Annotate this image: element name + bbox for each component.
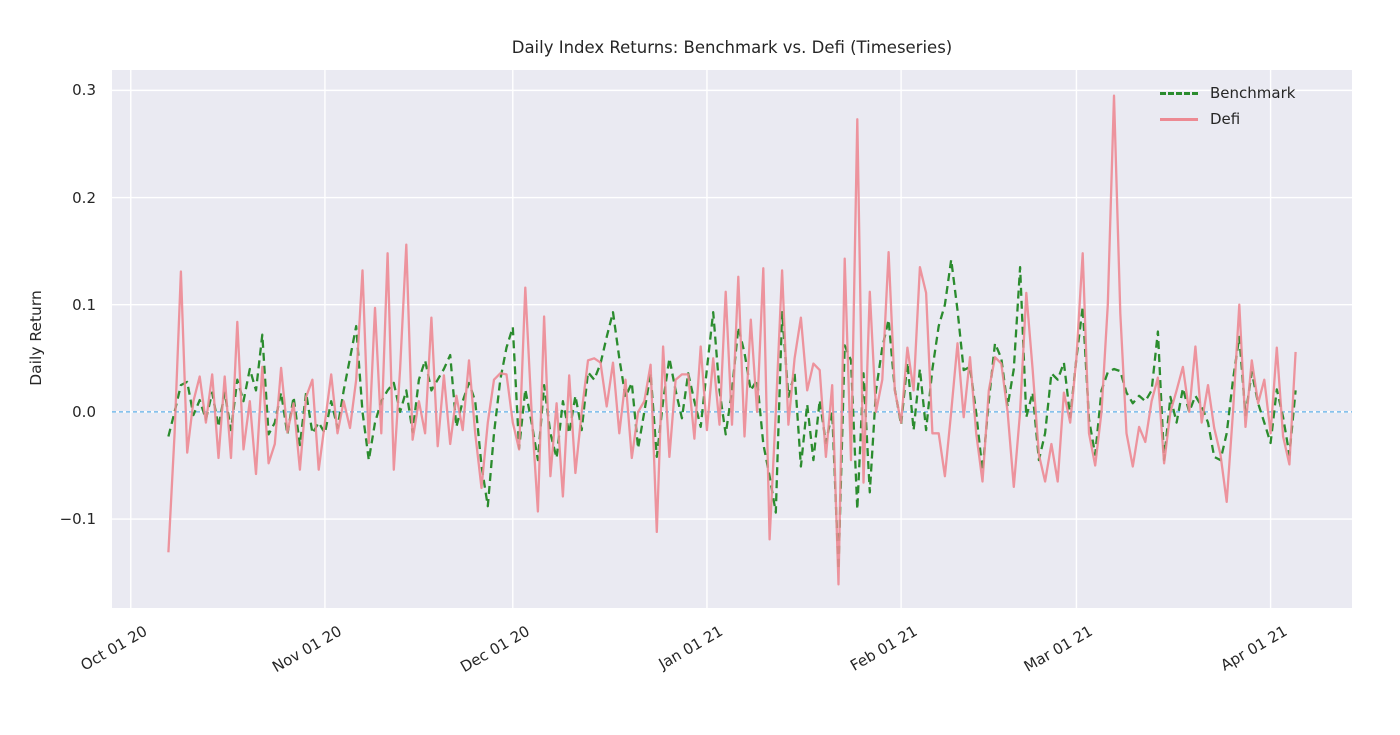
x-tick-label: Mar 01 21 [1021,622,1097,676]
defi-line [167,94,1297,586]
y-tick-label: 0.0 [72,402,96,421]
plot-canvas [112,70,1352,608]
legend: Benchmark Defi [1160,80,1295,132]
x-tick-label: Apr 01 21 [1217,622,1290,675]
x-tick-label: Feb 01 21 [847,622,921,675]
legend-label-defi: Defi [1210,110,1241,128]
y-tick-label: 0.2 [72,188,96,207]
x-tick-label: Jan 01 21 [655,622,726,674]
benchmark-line [167,258,1297,571]
y-tick-label: 0.1 [72,295,96,314]
x-tick-label: Oct 01 20 [77,622,151,675]
defi-line-swatch [1160,117,1198,121]
legend-item-defi: Defi [1160,106,1295,132]
legend-label-benchmark: Benchmark [1210,84,1296,102]
x-tick-label: Dec 01 20 [457,622,533,676]
y-tick-label: −0.1 [59,510,96,529]
legend-item-benchmark: Benchmark [1160,80,1295,106]
plot-area [112,70,1352,608]
chart-title: Daily Index Returns: Benchmark vs. Defi … [511,38,953,57]
y-tick-label: 0.3 [72,81,96,100]
x-tick-label: Nov 01 20 [269,622,345,677]
benchmark-line-swatch [1160,91,1198,95]
